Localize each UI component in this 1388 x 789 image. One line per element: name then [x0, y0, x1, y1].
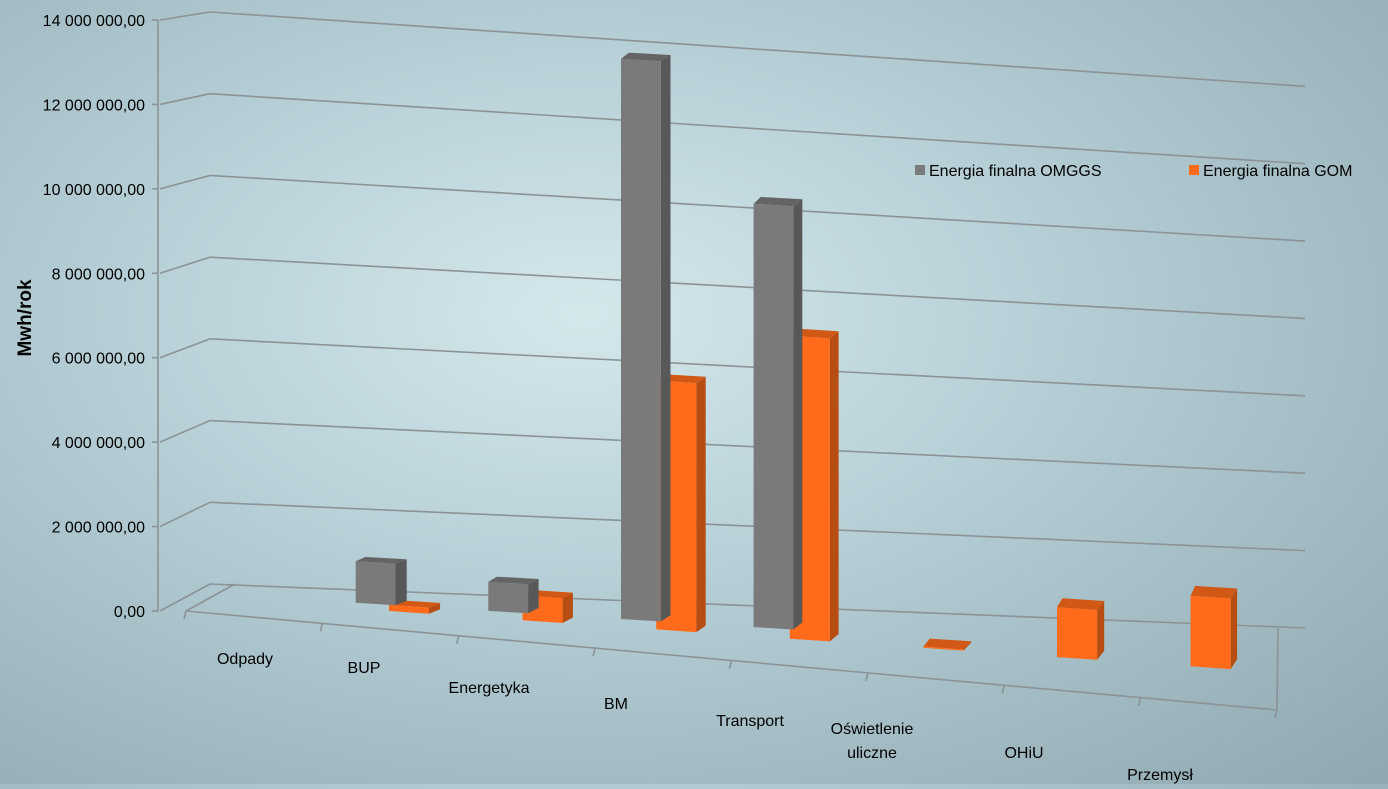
- x-category-label-line: Oświetlenie: [831, 721, 914, 738]
- bar-side: [1097, 601, 1105, 660]
- bar-top: [1190, 585, 1238, 599]
- bar-top: [355, 557, 407, 564]
- x-tick-mark: [455, 635, 460, 644]
- bar-side: [793, 199, 803, 630]
- bar-top: [621, 52, 671, 62]
- legend: Energia finalna OMGGS Energia finalna GOM: [915, 163, 1352, 180]
- y-tick-label: 4 000 000,00: [52, 435, 146, 452]
- x-category-label: BUP: [348, 660, 381, 677]
- gridlines: [157, 11, 1306, 629]
- bar-1-0: [355, 557, 407, 606]
- bar-front: [1190, 595, 1231, 670]
- side-gridline: [159, 256, 211, 275]
- side-gridline: [159, 583, 211, 612]
- bar-side: [528, 579, 539, 614]
- bar-side: [963, 641, 972, 651]
- bar-6-1: [1057, 598, 1105, 660]
- bar-side: [696, 376, 706, 633]
- bar-2-0: [488, 576, 539, 614]
- bar-front: [753, 203, 794, 630]
- x-category-label: OHiU: [1004, 745, 1043, 762]
- y-tick-label: 0,00: [114, 604, 145, 621]
- floor-left-edge: [185, 583, 236, 612]
- x-tick-mark: [865, 672, 869, 682]
- bar-5-1: [923, 638, 972, 651]
- y-axis-ticks: 0,00 2 000 000,00 4 000 000,00 6 000 000,00…: [43, 13, 158, 621]
- side-gridline: [159, 501, 211, 528]
- legend-swatch: [1189, 165, 1199, 175]
- x-category-label: Przemysł: [1127, 767, 1193, 784]
- bar-7-1: [1190, 585, 1238, 670]
- bar-side: [429, 602, 441, 614]
- bar-side: [395, 559, 407, 606]
- y-tick-label: 2 000 000,00: [52, 520, 146, 537]
- x-tick-mark: [1137, 697, 1142, 706]
- x-axis-labels: Odpady BUP Energetyka BM Transport Oświetleni…: [217, 651, 1193, 784]
- side-gridline: [159, 338, 211, 359]
- x-tick-mark: [1001, 685, 1006, 694]
- bar-side: [1230, 588, 1238, 670]
- x-tick-mark: [1274, 709, 1278, 719]
- side-gridline: [159, 11, 211, 21]
- x-category-label: BM: [604, 696, 628, 713]
- bar-front: [355, 561, 396, 606]
- bar-3-0: [621, 52, 671, 622]
- bar-front: [488, 581, 529, 614]
- floor-right-edge: [1276, 627, 1279, 711]
- bar-top: [923, 638, 972, 650]
- chart-floor: [183, 583, 1279, 719]
- x-category-label: Energetyka: [449, 680, 530, 697]
- x-tick-mark: [728, 660, 733, 669]
- y-tick-label: 12 000 000,00: [43, 97, 145, 114]
- x-category-label: Oświetlenie uliczne: [831, 721, 914, 762]
- bar-top: [753, 196, 803, 207]
- x-category-label-line: uliczne: [847, 745, 897, 762]
- x-category-label: Odpady: [217, 651, 273, 668]
- bar-front: [923, 646, 964, 651]
- y-tick-label: 10 000 000,00: [43, 182, 145, 199]
- x-tick-mark: [592, 647, 596, 657]
- x-category-label: Transport: [716, 713, 784, 730]
- bar-top: [1057, 598, 1105, 610]
- side-gridline: [159, 419, 211, 443]
- gridline: [209, 92, 1306, 165]
- bar-4-0: [753, 196, 803, 630]
- bar-side: [562, 592, 573, 623]
- x-tick-mark: [183, 610, 187, 620]
- legend-label: Energia finalna OMGGS: [929, 163, 1102, 180]
- side-gridline: [159, 174, 211, 190]
- gridline: [209, 11, 1306, 88]
- side-gridline: [159, 92, 211, 106]
- y-tick-label: 8 000 000,00: [52, 266, 146, 283]
- bar-side: [660, 55, 671, 622]
- bar-front: [621, 58, 661, 622]
- legend-swatch: [915, 165, 925, 175]
- bar-front: [1057, 607, 1098, 660]
- legend-label: Energia finalna GOM: [1203, 163, 1352, 180]
- bar-front: [388, 604, 429, 614]
- y-tick-label: 14 000 000,00: [43, 13, 145, 30]
- bar-top: [488, 576, 539, 585]
- bar-side: [829, 331, 839, 642]
- bars: [355, 52, 1238, 670]
- y-axis-title: Mwh/rok: [15, 279, 36, 356]
- x-tick-mark: [319, 623, 324, 632]
- y-tick-label: 6 000 000,00: [52, 351, 146, 368]
